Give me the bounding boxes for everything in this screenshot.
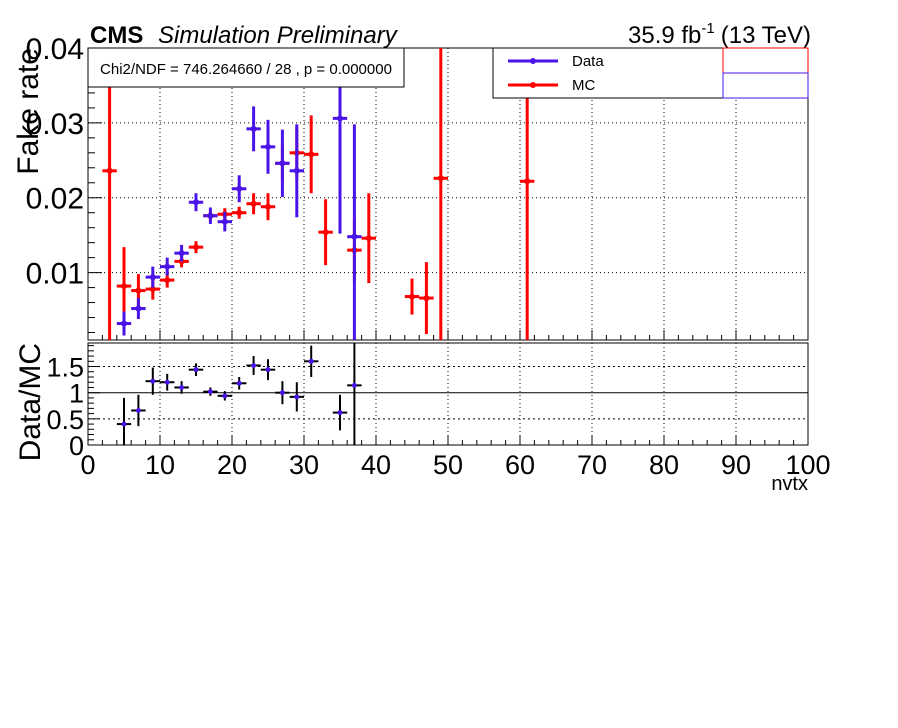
legend-marker-data (530, 58, 536, 64)
energy-text: (13 TeV) (721, 22, 811, 49)
x-axis-title: nvtx (771, 473, 808, 495)
ratio-marker (251, 362, 257, 368)
data-point-marker (135, 305, 142, 312)
mc-point-marker (265, 203, 271, 210)
data-point-marker (236, 185, 243, 192)
ratio-marker (193, 367, 199, 373)
ratio-marker (179, 384, 185, 390)
mc-point-marker (236, 209, 243, 216)
mc-point-marker (106, 167, 113, 174)
fit-info-text: Chi2/NDF = 746.264660 / 28 , p = 0.00000… (100, 61, 392, 78)
top-y-axis-title: Fake rate (12, 48, 45, 175)
ratio-panel-grid (88, 343, 808, 445)
data-point-marker (337, 115, 343, 122)
ratio-panel-markers (116, 343, 362, 445)
ratio-marker (150, 378, 156, 384)
data-point-marker (250, 125, 257, 132)
ratio-y-tick-label: 1 (69, 379, 84, 409)
legend-label-mc: MC (572, 77, 595, 94)
x-tick-label: 90 (721, 450, 751, 480)
ratio-y-tick-label: 0 (69, 431, 84, 461)
lumi-exponent: -1 (701, 20, 714, 37)
data-point-marker (178, 250, 185, 257)
top-y-tick-label: 0.03 (26, 108, 84, 141)
x-tick-label: 70 (577, 450, 607, 480)
mc-point-marker (308, 151, 315, 158)
ratio-y-tick-label: 1.5 (46, 353, 84, 383)
x-tick-label: 0 (80, 450, 95, 480)
ratio-y-tick-label: 0.5 (46, 405, 84, 435)
mc-point-marker (164, 277, 171, 284)
x-tick-label: 10 (145, 450, 175, 480)
x-tick-label: 30 (289, 450, 319, 480)
x-tick-label: 100 (785, 450, 830, 480)
mc-point-marker (437, 175, 444, 182)
legend: Data MC (492, 47, 809, 99)
ratio-marker (121, 421, 127, 427)
top-y-tick-label: 0.04 (26, 33, 84, 66)
ratio-marker (207, 389, 213, 395)
x-tick-label: 20 (217, 450, 247, 480)
lumi-text: 35.9 fb (628, 22, 701, 49)
data-point-marker (351, 233, 358, 240)
ratio-y-axis-title: Data/MC (14, 343, 47, 461)
data-point-marker (265, 143, 271, 150)
data-point-marker (207, 212, 214, 219)
ratio-marker (279, 390, 285, 396)
data-point-marker (149, 274, 156, 281)
ratio-marker (308, 358, 314, 364)
mc-point-marker (193, 244, 199, 251)
mc-point-marker (365, 235, 372, 242)
top-panel-ticks: 0.01 0.02 0.03 0.04 (26, 33, 809, 340)
data-point-marker (221, 218, 228, 225)
data-point-marker (279, 160, 286, 167)
fit-info-box (87, 47, 405, 88)
legend-marker-mc (530, 82, 536, 88)
mc-point-marker (423, 295, 430, 302)
data-point-marker (164, 263, 171, 270)
mc-point-marker (322, 229, 329, 236)
x-tick-label: 50 (433, 450, 463, 480)
mc-point-marker (409, 293, 415, 300)
x-tick-label: 40 (361, 450, 391, 480)
mc-point-marker (121, 283, 127, 290)
data-point-marker (193, 199, 199, 206)
ratio-marker (337, 410, 343, 416)
x-tick-label: 80 (649, 450, 679, 480)
x-tick-label: 60 (505, 450, 535, 480)
ratio-marker (222, 393, 228, 399)
top-y-tick-label: 0.01 (26, 258, 84, 291)
ratio-marker (294, 394, 300, 400)
ratio-marker (265, 367, 271, 373)
ratio-marker (164, 379, 170, 385)
ratio-marker (351, 382, 357, 388)
cms-label: CMS (90, 22, 143, 49)
legend-swatch-data-box (722, 72, 809, 99)
data-point-marker (121, 320, 127, 327)
ratio-marker (135, 407, 141, 413)
legend-label-data: Data (572, 53, 604, 70)
data-point-marker (293, 167, 300, 174)
mc-point-marker (524, 178, 531, 185)
top-y-tick-label: 0.02 (26, 183, 84, 216)
ratio-marker (236, 380, 242, 386)
mc-point-marker (135, 287, 142, 294)
status-label: Simulation Preliminary (158, 22, 399, 49)
mc-point-marker (250, 200, 257, 207)
lumi-value: 35.9 fb-1 (13 TeV) (628, 20, 811, 49)
